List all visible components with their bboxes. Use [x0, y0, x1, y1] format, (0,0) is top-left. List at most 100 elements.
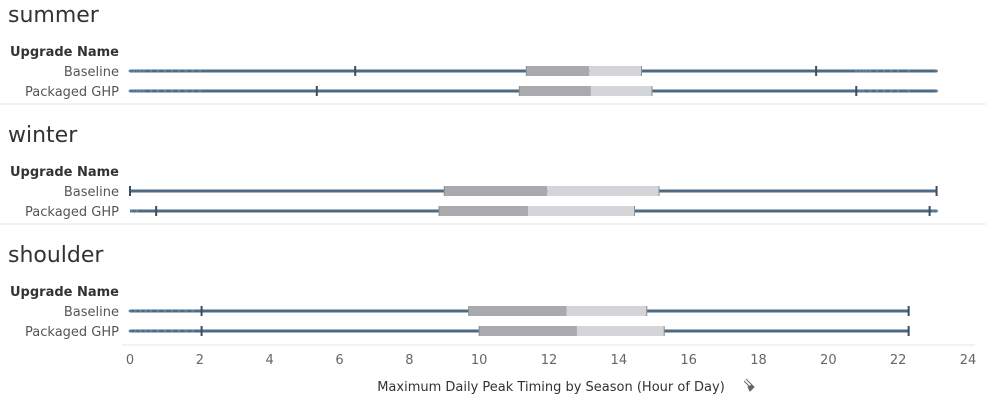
outlier-point [907, 89, 911, 93]
box-upper-half[interactable] [547, 186, 659, 196]
outlier-point [128, 309, 132, 313]
box-lower-half[interactable] [479, 326, 577, 336]
row-label: Packaged GHP [25, 205, 119, 220]
box-row: Baseline [64, 185, 938, 200]
outlier-point [130, 209, 134, 213]
outlier-point [889, 69, 893, 73]
outlier-point [149, 69, 153, 73]
outlier-point [139, 309, 142, 313]
outlier-point [854, 69, 858, 73]
outlier-point [184, 309, 188, 313]
outlier-point [861, 89, 865, 93]
row-header-label: Upgrade Name [10, 285, 119, 300]
box-lower-half[interactable] [444, 186, 548, 196]
panel-shoulder: shoulder Upgrade Name Baseline Packaged GHP [8, 243, 910, 340]
outlier-point [907, 69, 911, 73]
row-label: Baseline [64, 185, 119, 200]
box-row: Packaged GHP [25, 85, 938, 100]
outlier-point [132, 69, 135, 73]
x-tick-label: 4 [266, 353, 274, 368]
outlier-point [156, 89, 160, 93]
outlier-point [170, 309, 174, 313]
outlier-point [170, 329, 174, 333]
box-upper-half[interactable] [590, 86, 653, 96]
outlier-point [135, 209, 139, 213]
row-label: Packaged GHP [25, 85, 119, 100]
outlier-point [163, 329, 167, 333]
outlier-point [858, 69, 862, 73]
panel-winter: winter Upgrade Name Baseline Packaged GHP [0, 123, 986, 225]
row-label: Packaged GHP [25, 325, 119, 340]
outlier-point [142, 89, 146, 93]
box-lower-half[interactable] [526, 66, 590, 76]
outlier-point [139, 329, 142, 333]
panel-title: winter [8, 123, 78, 148]
outlier-point [858, 89, 862, 93]
outlier-point [156, 309, 160, 313]
box-upper-half[interactable] [566, 306, 647, 316]
outlier-point [931, 209, 935, 213]
outlier-point [144, 309, 148, 313]
outlier-point [875, 69, 879, 73]
outlier-point [865, 69, 869, 73]
outlier-point [128, 69, 132, 73]
box-lower-half[interactable] [519, 86, 591, 96]
outlier-point [139, 69, 142, 73]
outlier-point [184, 89, 188, 93]
x-tick-label: 10 [471, 353, 488, 368]
x-tick-label: 20 [820, 353, 837, 368]
box-lower-half[interactable] [468, 306, 567, 316]
outlier-point [177, 69, 181, 73]
outlier-point [156, 69, 160, 73]
outlier-point [177, 309, 181, 313]
outlier-point [184, 69, 188, 73]
x-tick-label: 22 [890, 353, 907, 368]
outlier-point [935, 89, 938, 93]
x-tick-label: 8 [405, 353, 413, 368]
outlier-point [170, 89, 174, 93]
outlier-point [198, 69, 202, 73]
box-row: Packaged GHP [25, 205, 938, 220]
outlier-point [191, 89, 195, 93]
x-axis-title: Maximum Daily Peak Timing by Season (Hou… [377, 380, 725, 395]
outlier-point [889, 89, 893, 93]
x-tick-label: 18 [750, 353, 767, 368]
x-tick-label: 14 [611, 353, 628, 368]
outlier-point [868, 69, 872, 73]
panel-summer: summer Upgrade Name Baseline Packaged GHP [0, 3, 986, 105]
outlier-point [144, 329, 148, 333]
outlier-point [156, 329, 160, 333]
outlier-point [163, 89, 167, 93]
outlier-point [170, 69, 174, 73]
outlier-point [149, 309, 153, 313]
pin-icon[interactable] [743, 378, 755, 392]
outlier-point [163, 309, 167, 313]
outlier-point [135, 69, 139, 73]
outlier-point [139, 89, 142, 93]
box-lower-half[interactable] [439, 206, 529, 216]
outlier-point [133, 309, 137, 313]
outlier-point [142, 69, 146, 73]
outlier-point [875, 89, 879, 93]
outlier-point [896, 89, 900, 93]
outlier-point [177, 89, 181, 93]
outlier-point [882, 89, 886, 93]
outlier-point [896, 69, 900, 73]
outlier-point [191, 309, 195, 313]
outlier-point [149, 89, 153, 93]
row-label: Baseline [64, 65, 119, 80]
box-upper-half[interactable] [528, 206, 635, 216]
outlier-point [177, 329, 181, 333]
box-row: Baseline [64, 305, 910, 320]
row-header-label: Upgrade Name [10, 45, 119, 60]
panel-title: shoulder [8, 243, 104, 268]
outlier-point [163, 69, 167, 73]
x-axis: 0 2 4 6 8 10 12 14 16 18 20 22 24 [122, 344, 976, 368]
box-upper-half[interactable] [576, 326, 665, 336]
outlier-point [935, 209, 938, 213]
box-upper-half[interactable] [589, 66, 642, 76]
row-header-label: Upgrade Name [10, 165, 119, 180]
outlier-point [191, 69, 195, 73]
x-tick-label: 12 [541, 353, 558, 368]
